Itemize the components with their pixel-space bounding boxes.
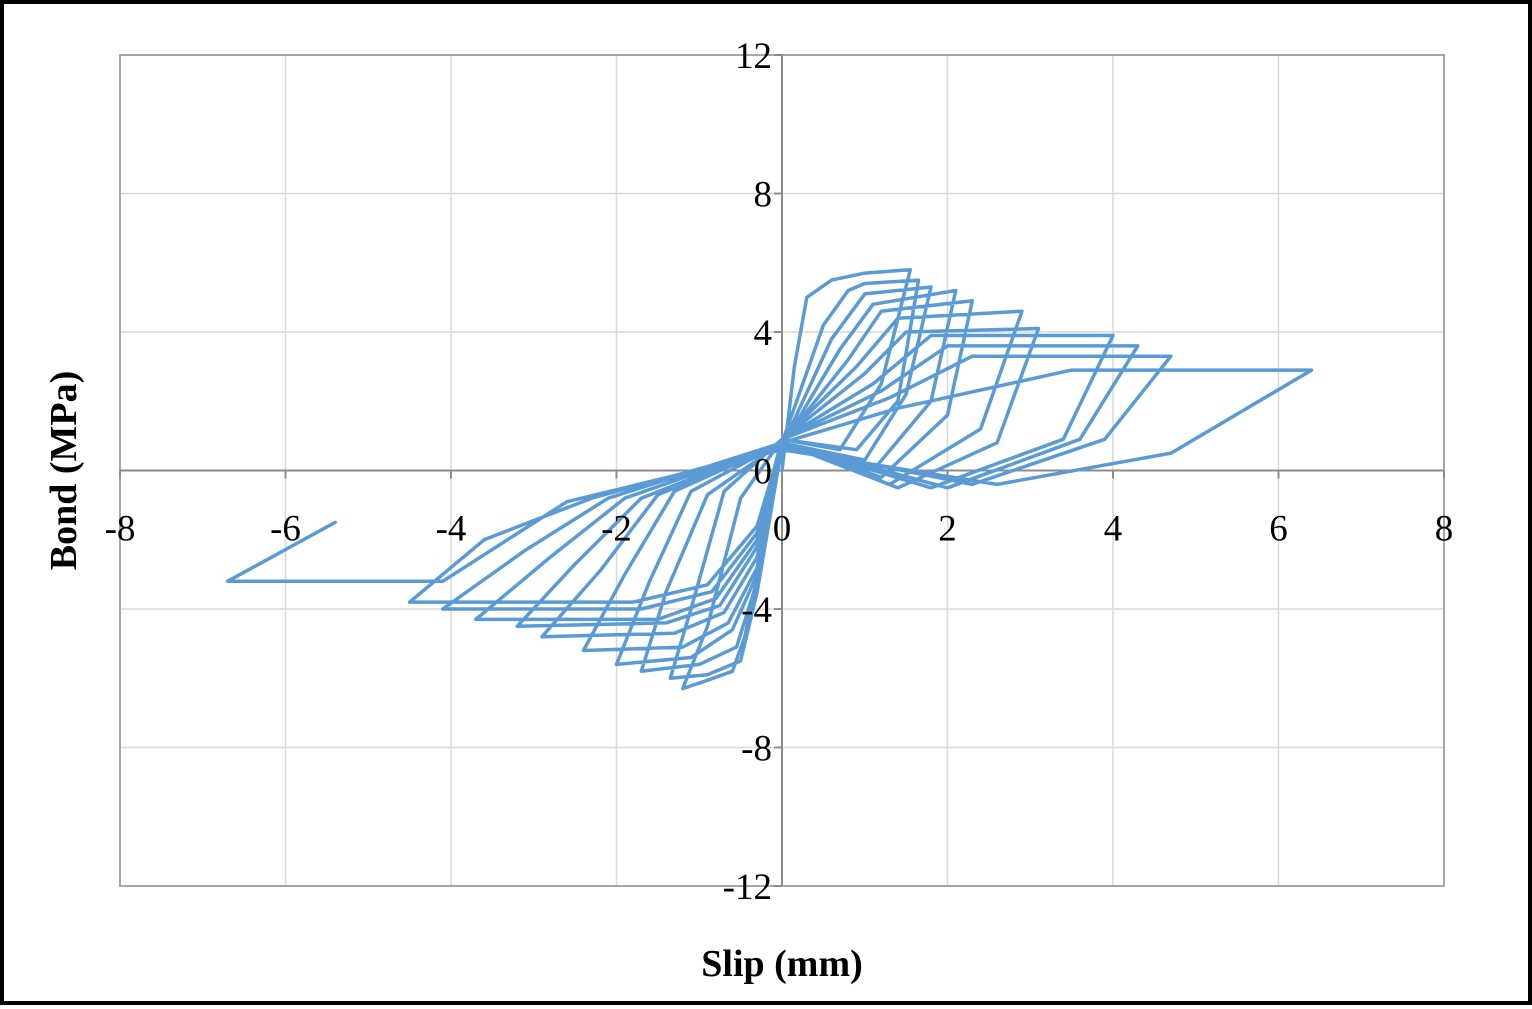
series-layer [225, 267, 1314, 691]
x-tick-label: 0 [773, 509, 792, 550]
x-tick-label: -4 [436, 509, 467, 550]
x-tick-labels: -8 -6 -4 -2 0 2 4 6 8 [105, 509, 1454, 550]
y-axis-title: Bond (MPa) [43, 371, 85, 571]
y-tick-label: 8 [754, 175, 773, 216]
y-tick-label: -8 [741, 729, 772, 770]
series-line [225, 267, 1314, 691]
x-tick-label: -6 [270, 509, 301, 550]
x-tick-label: 2 [938, 509, 957, 550]
x-axis-title: Slip (mm) [701, 943, 863, 985]
y-tick-labels: 12 8 4 0 -4 -8 -12 [723, 36, 772, 908]
y-tick-label: 12 [735, 36, 772, 77]
x-tick-label: 4 [1104, 509, 1123, 550]
x-tick-label: -8 [105, 509, 136, 550]
y-tick-label: -4 [741, 590, 772, 631]
y-tick-label: 0 [754, 452, 773, 493]
x-tick-label: -2 [601, 509, 632, 550]
y-tick-label: 4 [754, 313, 773, 354]
y-tick-label: -12 [723, 867, 772, 908]
x-tick-label: 8 [1435, 509, 1454, 550]
x-tick-label: 6 [1269, 509, 1288, 550]
